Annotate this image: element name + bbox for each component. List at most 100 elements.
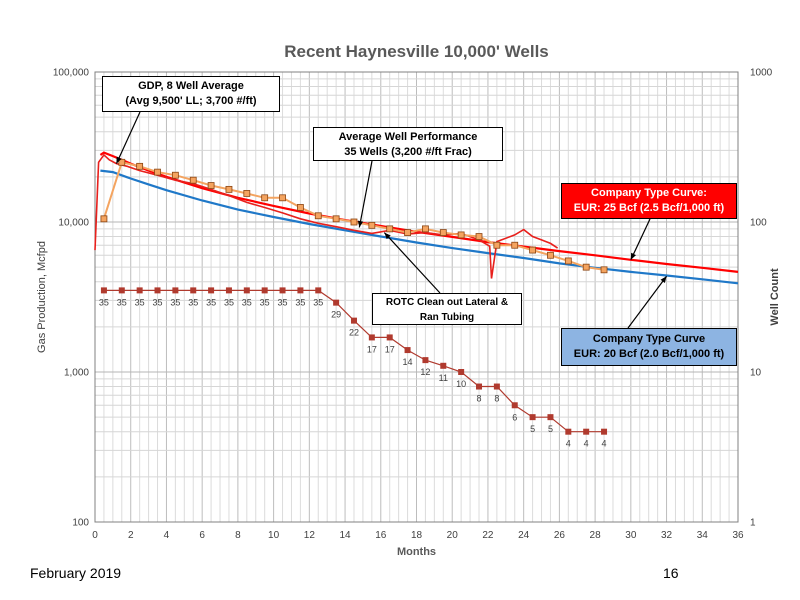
average-arrow xyxy=(358,160,373,228)
average-callout: Average Well Performance 35 Wells (3,200… xyxy=(313,127,503,161)
y2-tick-label: 10 xyxy=(750,368,762,379)
well-count-marker xyxy=(350,317,357,324)
x-tick-label: 36 xyxy=(732,530,744,541)
well-count-marker xyxy=(333,299,340,306)
average-arrow-head xyxy=(357,220,364,228)
well-count-marker xyxy=(404,347,411,354)
well-count-label: 35 xyxy=(206,297,216,307)
y-tick-label: 100,000 xyxy=(53,68,90,79)
footer-date: February 2019 xyxy=(30,565,122,581)
average-performance-marker xyxy=(118,158,126,166)
average-performance-marker xyxy=(350,218,358,226)
average-performance-marker xyxy=(297,204,304,211)
x-tick-label: 16 xyxy=(375,530,387,541)
average-performance-marker xyxy=(136,162,144,170)
well-count-label: 5 xyxy=(548,424,553,434)
type-curve-20-line2: EUR: 20 Bcf (2.0 Bcf/1,000 ft) xyxy=(573,348,725,360)
well-count-label: 35 xyxy=(278,297,288,307)
well-count-label: 14 xyxy=(403,357,413,367)
well-count-marker xyxy=(172,287,179,294)
well-count-label: 35 xyxy=(260,297,270,307)
average-performance-marker xyxy=(261,194,269,202)
average-performance-marker xyxy=(100,215,108,223)
y2-tick-label: 1000 xyxy=(750,68,773,79)
well-count-label: 17 xyxy=(367,344,377,354)
well-count-marker xyxy=(440,362,447,369)
well-count-label: 35 xyxy=(313,297,323,307)
average-performance-marker xyxy=(475,233,483,240)
well-count-marker xyxy=(261,287,268,294)
rotc-callout: ROTC Clean out Lateral & Ran Tubing xyxy=(372,293,522,325)
well-count-label: 6 xyxy=(512,412,517,422)
well-count-marker xyxy=(458,369,465,375)
type-curve-25-arrow xyxy=(630,218,651,261)
average-performance-marker xyxy=(547,251,554,259)
well-count-label: 35 xyxy=(295,297,305,307)
average-performance-marker xyxy=(225,185,233,193)
gdp-callout-line1: GDP, 8 Well Average xyxy=(138,80,244,92)
well-count-label: 22 xyxy=(349,328,359,338)
x-axis-label: Months xyxy=(397,546,436,558)
average-performance-marker xyxy=(189,176,197,184)
gdp-arrow xyxy=(115,111,141,164)
rotc-callout-line1: ROTC Clean out Lateral & xyxy=(385,297,509,308)
y2-axis-label: Well Count xyxy=(769,268,781,326)
x-tick-label: 32 xyxy=(661,530,673,541)
rotc-callout-line2: Ran Tubing xyxy=(419,312,475,323)
well-count-marker xyxy=(368,334,375,341)
well-count-label: 8 xyxy=(494,394,499,404)
y-tick-label: 1,000 xyxy=(64,368,89,379)
well-count-marker xyxy=(297,287,304,294)
x-tick-label: 22 xyxy=(482,530,494,541)
well-count-label: 35 xyxy=(224,297,234,307)
well-count-label: 11 xyxy=(439,373,448,383)
y-tick-label: 100 xyxy=(72,518,89,529)
well-count-label: 4 xyxy=(584,439,589,449)
type-curve-25-callout: Company Type Curve: EUR: 25 Bcf (2.5 Bcf… xyxy=(561,183,737,219)
x-tick-label: 10 xyxy=(268,530,280,541)
y-axis-label: Gas Production, Mcfpd xyxy=(36,241,48,353)
y2-tick-label: 100 xyxy=(750,218,767,229)
well-count-marker xyxy=(315,287,322,294)
type-curve-20-line xyxy=(100,169,739,285)
gdp-average-line xyxy=(94,153,559,279)
x-tick-label: 26 xyxy=(554,530,566,541)
well-count-marker xyxy=(476,383,483,390)
average-performance-marker xyxy=(457,231,465,239)
average-performance-marker xyxy=(493,241,501,249)
x-tick-label: 0 xyxy=(92,530,98,541)
average-performance-marker xyxy=(279,194,286,202)
x-tick-label: 4 xyxy=(164,530,170,541)
average-performance-marker xyxy=(511,241,519,249)
gdp-callout: GDP, 8 Well Average (Avg 9,500' LL; 3,70… xyxy=(102,76,280,112)
type-curve-20-line1: Company Type Curve xyxy=(592,333,706,345)
average-performance-marker xyxy=(332,215,340,223)
footer-page-number: 16 xyxy=(663,565,679,581)
well-count-label: 17 xyxy=(385,344,395,354)
plot-frame xyxy=(94,71,739,523)
type-curve-25-arrow-head xyxy=(630,252,637,260)
type-curve-20-arrow-head xyxy=(660,276,667,284)
well-count-label: 35 xyxy=(170,297,180,307)
well-count-label: 35 xyxy=(99,297,109,307)
x-tick-label: 28 xyxy=(590,530,602,541)
gdp-arrow-head xyxy=(116,156,122,164)
type-curve-20-callout: Company Type Curve EUR: 20 Bcf (2.0 Bcf/… xyxy=(561,328,737,366)
well-count-marker xyxy=(154,287,161,294)
well-count-label: 8 xyxy=(477,394,482,404)
x-tick-label: 2 xyxy=(128,530,134,541)
well-count-label: 5 xyxy=(530,424,535,434)
well-count-marker xyxy=(225,287,232,294)
well-count-label: 35 xyxy=(188,297,198,307)
well-count-marker xyxy=(208,287,215,294)
well-count-marker xyxy=(565,428,572,435)
gdp-callout-line2: (Avg 9,500' LL; 3,700 #/ft) xyxy=(125,95,257,107)
y-tick-label: 10,000 xyxy=(58,218,89,229)
well-count-label: 4 xyxy=(566,439,571,449)
x-tick-label: 18 xyxy=(411,530,423,541)
average-performance-marker xyxy=(564,257,572,265)
well-count-label: 10 xyxy=(456,379,466,389)
well-count-marker xyxy=(511,402,518,409)
well-count-marker xyxy=(243,287,250,294)
average-performance-marker xyxy=(368,221,376,229)
